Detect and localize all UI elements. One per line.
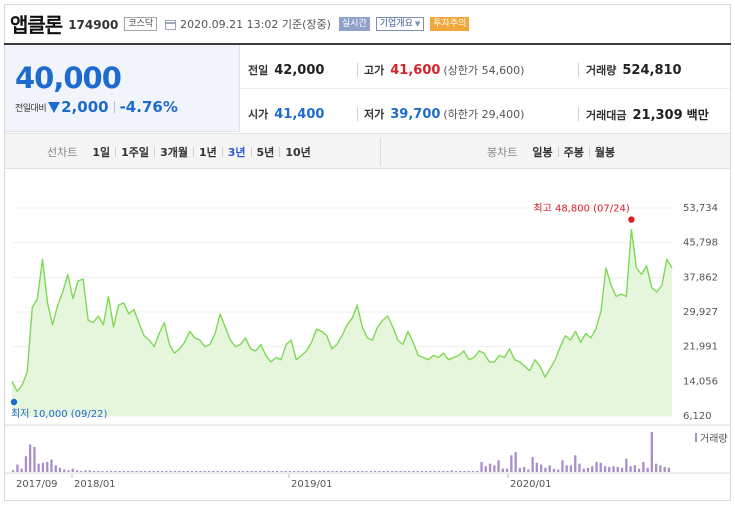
market-badge: 코스닥 — [124, 17, 158, 31]
change-label: 전일대비 — [15, 103, 47, 114]
stat-value: 21,309 — [632, 108, 683, 123]
period-1d[interactable]: 1일 — [92, 146, 111, 159]
title-divider — [4, 43, 731, 45]
stat-open: 시가 41,400 — [248, 106, 324, 122]
stat-value: 42,000 — [274, 63, 325, 78]
separator — [115, 147, 117, 157]
price-box: 40,000 전일대비 2,000 -4.76% — [5, 45, 240, 132]
stat-value: 41,600 — [390, 63, 441, 78]
stock-code: 174900 — [68, 17, 119, 32]
realtime-badge[interactable]: 실시간 — [338, 17, 370, 31]
lower-limit-label: (하한가 — [443, 108, 479, 121]
stat-label: 거래량 — [586, 64, 617, 77]
stat-prev-close: 전일 42,000 — [248, 62, 324, 78]
period-3m[interactable]: 3개월 — [160, 146, 188, 159]
separator — [588, 147, 590, 157]
separator — [557, 147, 559, 157]
line-chart-label: 선차트 — [47, 146, 78, 159]
company-overview-label: 기업개요 — [379, 19, 413, 29]
stat-value: 41,400 — [274, 107, 325, 122]
separator — [192, 147, 194, 157]
warning-badge[interactable]: 투자주의 — [430, 17, 470, 31]
separator — [113, 101, 115, 113]
separator — [221, 147, 223, 157]
calendar-icon — [165, 19, 177, 30]
down-arrow-icon — [48, 102, 61, 113]
title-row: 앱클론 174900 코스닥 2020.09.21 13:02 기준(장중) 실… — [10, 8, 470, 38]
separator — [250, 147, 252, 157]
stat-low: 저가 39,700 (하한가 29,400) — [364, 106, 524, 122]
stat-label: 전일 — [248, 64, 269, 77]
change-row: 전일대비 2,000 -4.76% — [15, 98, 178, 116]
change-percent: -4.76% — [119, 98, 178, 116]
line-chart-periods: 선차트 1일 1주일 3개월 1년 3년 5년 10년 — [47, 134, 316, 170]
stat-label: 거래대금 — [586, 109, 627, 122]
lower-limit: (하한가 29,400) — [443, 106, 524, 122]
stat-volume: 거래량 524,810 — [586, 62, 682, 78]
period-1w[interactable]: 1주일 — [121, 146, 150, 159]
separator — [154, 147, 156, 157]
lower-limit-value: 29,400) — [481, 108, 525, 121]
stat-trade-value: 거래대금 21,309 백만 — [586, 106, 709, 123]
divider — [380, 138, 381, 166]
divider — [240, 88, 730, 89]
company-overview-dropdown[interactable]: 기업개요 ▼ — [375, 17, 425, 31]
candle-monthly[interactable]: 월봉 — [594, 146, 616, 159]
upper-limit-value: 54,600) — [481, 64, 525, 77]
separator — [357, 107, 358, 121]
chevron-down-icon: ▼ — [414, 20, 421, 28]
upper-limit-label: (상한가 — [443, 64, 479, 77]
separator — [578, 63, 579, 77]
candle-chart-periods: 봉차트 일봉 주봉 월봉 — [487, 134, 620, 170]
widget-frame — [4, 4, 731, 501]
separator — [578, 107, 579, 121]
period-bar: 선차트 1일 1주일 3개월 1년 3년 5년 10년 봉차트 일봉 주봉 월봉 — [5, 133, 730, 169]
candle-daily[interactable]: 일봉 — [532, 146, 553, 159]
stat-label: 고가 — [364, 64, 385, 77]
period-5y[interactable]: 5년 — [256, 146, 275, 159]
period-1y[interactable]: 1년 — [198, 146, 217, 159]
stat-high: 고가 41,600 (상한가 54,600) — [364, 62, 524, 78]
stat-label: 저가 — [364, 108, 385, 121]
stat-value: 524,810 — [622, 63, 682, 78]
separator — [357, 63, 358, 77]
candle-chart-label: 봉차트 — [487, 146, 518, 159]
separator — [279, 147, 281, 157]
upper-limit: (상한가 54,600) — [443, 62, 524, 78]
stock-name[interactable]: 앱클론 — [10, 12, 63, 37]
period-3y[interactable]: 3년 — [227, 146, 246, 159]
stat-unit: 백만 — [686, 108, 709, 122]
stat-value: 39,700 — [390, 107, 441, 122]
stat-label: 시가 — [248, 108, 269, 121]
period-10y[interactable]: 10년 — [285, 146, 311, 159]
change-value: 2,000 — [61, 98, 109, 116]
candle-weekly[interactable]: 주봉 — [563, 146, 584, 159]
current-price: 40,000 — [15, 61, 122, 95]
timestamp: 2020.09.21 13:02 기준(장중) — [180, 18, 331, 31]
